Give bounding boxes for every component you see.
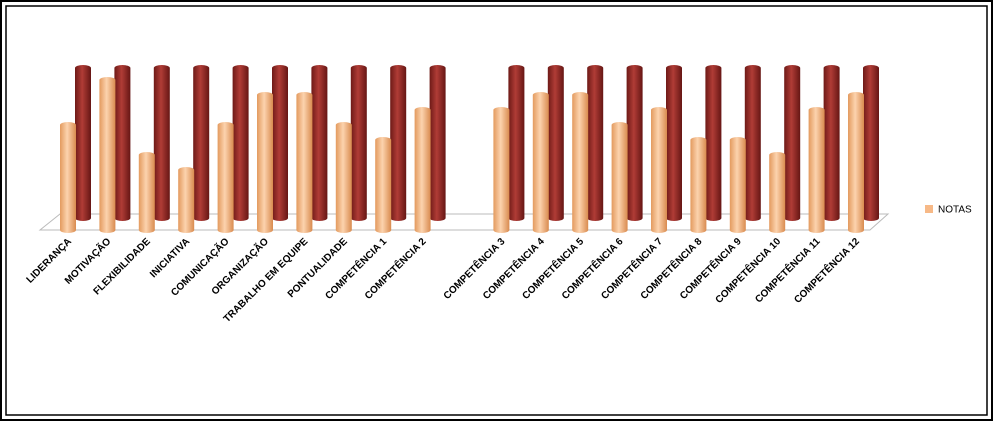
bar: [705, 65, 722, 222]
bar: [272, 65, 288, 221]
bar: [729, 137, 746, 234]
bar: [311, 65, 328, 222]
bar: [60, 122, 76, 233]
bar: [390, 65, 407, 222]
bar: [375, 137, 392, 234]
bar: [690, 137, 707, 234]
bar: [611, 122, 628, 234]
bar: [193, 65, 210, 222]
legend-label: NOTAS: [938, 205, 972, 216]
bar: [178, 167, 195, 234]
bar: [508, 64, 525, 221]
bar: [414, 107, 431, 234]
bar: [587, 65, 604, 222]
bar: [744, 65, 761, 222]
bar: [808, 107, 825, 234]
bar: [666, 65, 682, 221]
bar: [626, 65, 643, 222]
bar: [350, 65, 367, 222]
bar: [429, 65, 446, 222]
bar: [784, 65, 801, 222]
bar: [493, 107, 510, 234]
bar: [232, 65, 249, 222]
bar: [75, 65, 91, 221]
bar: [114, 65, 131, 221]
bar: [769, 152, 786, 234]
bar: [532, 92, 549, 234]
bar: [572, 92, 589, 234]
bar: [153, 65, 170, 222]
bar: [823, 65, 840, 222]
bar: [863, 65, 879, 221]
bar: [651, 107, 667, 233]
bar: [138, 152, 155, 234]
inner-frame: [5, 5, 988, 416]
bar: [99, 77, 116, 234]
bar: [217, 122, 234, 234]
bar: [335, 122, 352, 234]
bar: [296, 92, 313, 234]
bar: [257, 92, 273, 233]
bar: [547, 65, 564, 222]
bar: [848, 92, 864, 233]
legend-swatch: [925, 205, 933, 213]
